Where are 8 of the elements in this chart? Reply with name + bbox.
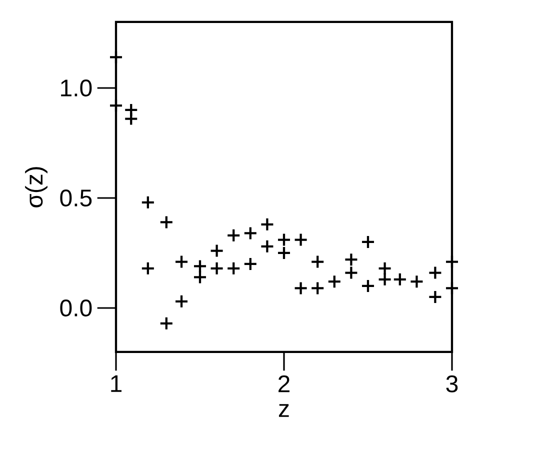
y-tick-label: 1.0 <box>61 79 92 96</box>
y-axis-title: σ(z) <box>25 167 48 208</box>
x-axis-title: z <box>278 404 289 417</box>
x-tick-label: 3 <box>446 375 458 392</box>
y-tick-label: 0.5 <box>60 189 92 206</box>
x-tick-label: 2 <box>278 375 290 392</box>
x-tick-label: 1 <box>111 375 122 392</box>
y-tick-label: 0.0 <box>60 299 92 316</box>
